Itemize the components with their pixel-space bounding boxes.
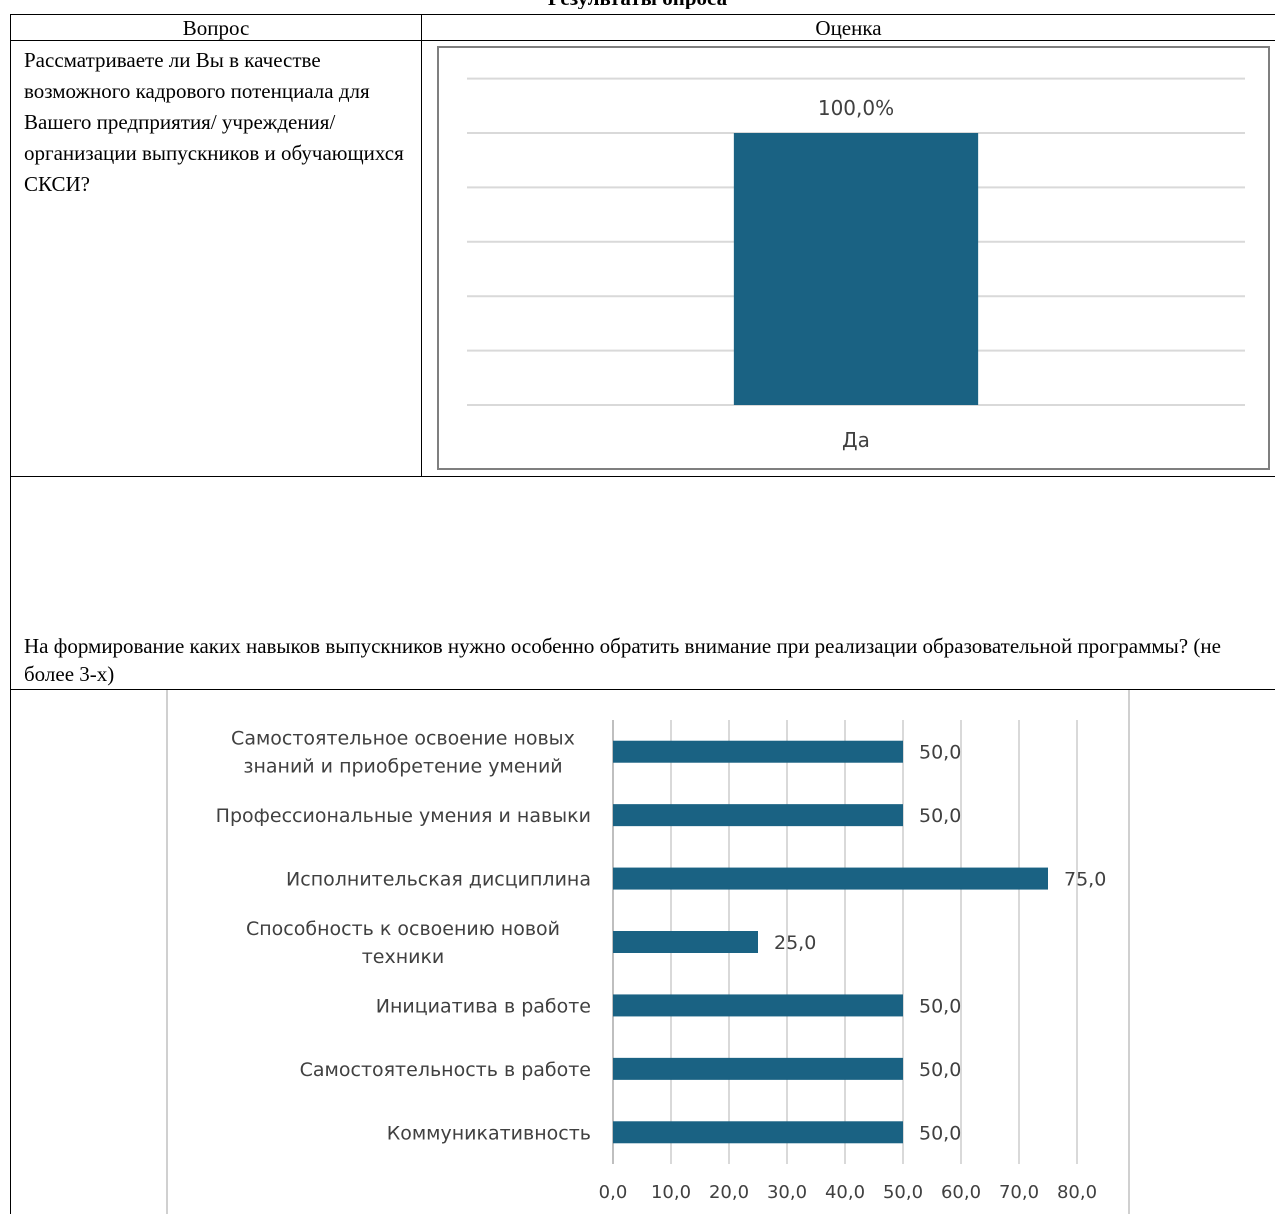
chart-1-category-label: Да bbox=[842, 428, 870, 452]
question-2-text: На формирование каких навыков выпускнико… bbox=[24, 634, 1221, 686]
document-title: Результаты опроса bbox=[0, 0, 1275, 9]
chart-2-bar bbox=[613, 804, 903, 827]
chart-2-category-label: Самостоятельное освоение новых bbox=[231, 728, 575, 750]
chart-2-tick-label: 20,0 bbox=[709, 1182, 749, 1203]
chart-2-tick-label: 50,0 bbox=[883, 1182, 923, 1203]
chart-2-category-label: Профессиональные умения и навыки bbox=[216, 805, 591, 827]
chart-2-category-label: Инициатива в работе bbox=[376, 995, 591, 1017]
chart-2-category-label: техники bbox=[362, 946, 445, 968]
table-header-divider bbox=[10, 40, 1275, 41]
chart-2-category-label: Коммуникативность bbox=[387, 1122, 591, 1144]
chart-2-data-label: 50,0 bbox=[919, 995, 961, 1017]
chart-2-hbar: 0,0 10,0 20,0 30,0 40,0 50,0 60,0 70,0 80,0 50,0 С… bbox=[166, 690, 1130, 1214]
chart-2-bar bbox=[613, 994, 903, 1017]
chart-2-category-label: знаний и приобретение умений bbox=[243, 756, 562, 778]
chart-2-data-label: 75,0 bbox=[1064, 869, 1106, 891]
chart-2-tick-label: 30,0 bbox=[767, 1182, 807, 1203]
question-1-text: Рассматриваете ли Вы в качестве возможно… bbox=[24, 48, 404, 196]
chart-2-bar bbox=[613, 1057, 903, 1080]
table-border-top bbox=[10, 14, 1275, 15]
chart-2-tick-label: 40,0 bbox=[825, 1182, 865, 1203]
chart-2-tick-label: 10,0 bbox=[651, 1182, 691, 1203]
chart-2-data-label: 50,0 bbox=[919, 805, 961, 827]
chart-1-bar: 100,0% Да bbox=[467, 77, 1245, 452]
chart-2-category-label: Исполнительская дисциплина bbox=[286, 869, 591, 891]
chart-2-data-label: 50,0 bbox=[919, 742, 961, 764]
chart-2-tick-label: 0,0 bbox=[599, 1182, 628, 1203]
chart-1-bar bbox=[733, 133, 979, 405]
chart-2-data-label: 50,0 bbox=[919, 1059, 961, 1081]
chart-2-tick-label: 60,0 bbox=[941, 1182, 981, 1203]
chart-1-data-label: 100,0% bbox=[818, 96, 894, 120]
chart-1-frame: 100,0% Да bbox=[437, 46, 1270, 470]
chart-2-tick-label: 80,0 bbox=[1057, 1182, 1097, 1203]
chart-2-category-label: Самостоятельность в работе bbox=[300, 1059, 591, 1081]
table-row1-divider bbox=[10, 476, 1275, 477]
chart-2-data-label: 50,0 bbox=[919, 1122, 961, 1144]
chart-2-bar bbox=[613, 1121, 903, 1144]
table-column-divider bbox=[421, 14, 422, 477]
chart-2-bar bbox=[613, 740, 903, 763]
header-rating: Оценка bbox=[815, 16, 882, 40]
chart-2-bar bbox=[613, 867, 1048, 890]
chart-2-data-label: 25,0 bbox=[774, 932, 816, 954]
chart-2-tick-label: 70,0 bbox=[999, 1182, 1039, 1203]
table-border-left bbox=[10, 14, 11, 1214]
chart-2-category-label: Способность к освоению новой bbox=[246, 918, 560, 940]
chart-2-bar bbox=[613, 931, 758, 953]
header-question: Вопрос bbox=[182, 16, 250, 40]
table-row2-divider bbox=[10, 689, 1275, 690]
